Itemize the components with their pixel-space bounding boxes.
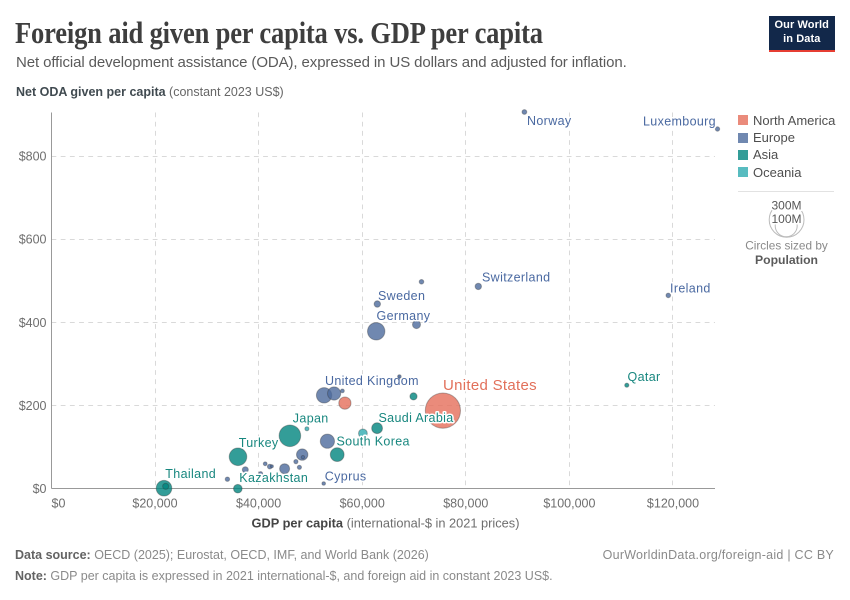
svg-text:Cyprus: Cyprus <box>325 470 367 484</box>
svg-text:$200: $200 <box>19 399 47 413</box>
svg-text:$0: $0 <box>33 482 47 496</box>
svg-text:$800: $800 <box>19 149 47 163</box>
svg-text:Saudi Arabia: Saudi Arabia <box>379 411 454 425</box>
svg-text:$400: $400 <box>19 316 47 330</box>
svg-text:$40,000: $40,000 <box>236 497 281 511</box>
svg-text:$120,000: $120,000 <box>647 497 699 511</box>
svg-text:Sweden: Sweden <box>378 289 425 303</box>
svg-text:South Korea: South Korea <box>337 435 410 449</box>
svg-text:300M: 300M <box>771 199 801 213</box>
svg-text:Luxembourg: Luxembourg <box>643 115 716 129</box>
svg-text:Turkey: Turkey <box>239 436 279 450</box>
svg-text:Germany: Germany <box>377 309 431 323</box>
svg-text:Japan: Japan <box>293 411 329 425</box>
svg-text:$600: $600 <box>19 233 47 247</box>
svg-text:$20,000: $20,000 <box>132 497 177 511</box>
svg-text:$60,000: $60,000 <box>340 497 385 511</box>
svg-text:Population: Population <box>755 253 818 267</box>
svg-text:GDP per capita (international-: GDP per capita (international-$ in 2021 … <box>252 516 520 531</box>
svg-text:100M: 100M <box>771 212 801 226</box>
svg-text:$100,000: $100,000 <box>543 497 595 511</box>
svg-text:Switzerland: Switzerland <box>482 271 550 285</box>
svg-text:Qatar: Qatar <box>628 370 661 384</box>
svg-text:Ireland: Ireland <box>670 282 711 296</box>
svg-text:Kazakhstan: Kazakhstan <box>239 471 308 485</box>
svg-text:$80,000: $80,000 <box>443 497 488 511</box>
svg-text:Circles sized by: Circles sized by <box>745 239 828 253</box>
svg-text:Thailand: Thailand <box>165 467 216 481</box>
svg-text:United States: United States <box>443 377 537 394</box>
svg-text:United Kingdom: United Kingdom <box>325 374 419 388</box>
svg-text:$0: $0 <box>52 497 66 511</box>
svg-text:Norway: Norway <box>527 114 572 128</box>
